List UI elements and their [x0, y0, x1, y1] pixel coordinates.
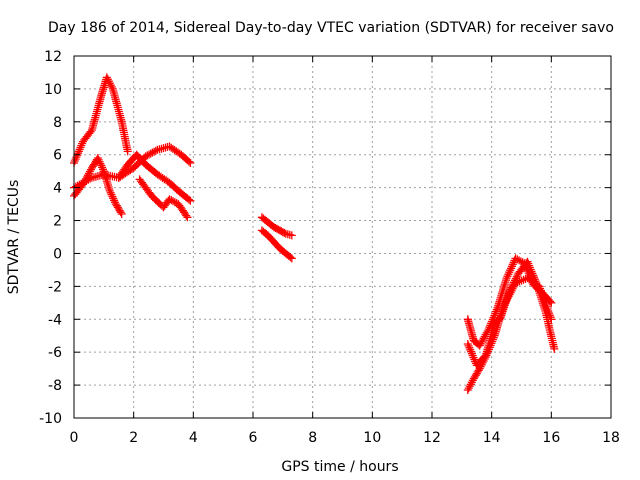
y-tick-label: 2	[53, 214, 62, 230]
y-tick-label: 10	[44, 82, 62, 98]
series-track-mid	[114, 150, 195, 205]
series-track-six-a	[257, 213, 296, 240]
y-tick-label: 6	[53, 148, 62, 164]
axis-ticks: 0 2 4 6 8 10 12 14 16 18 -10 -8 -6 -4 -2 0 2 4 6 8 10 12	[39, 49, 620, 446]
data-point-marks	[135, 175, 192, 222]
y-tick-label: -8	[48, 378, 62, 394]
x-tick-label: 2	[129, 430, 138, 446]
x-tick-label: 14	[483, 430, 501, 446]
chart-title: Day 186 of 2014, Sidereal Day-to-day VTE…	[48, 20, 614, 36]
x-tick-label: 4	[189, 430, 198, 446]
series-track-six-b	[257, 226, 296, 263]
series-track-right-low	[135, 175, 192, 222]
y-tick-label: 8	[53, 115, 62, 131]
y-tick-label: 4	[53, 181, 62, 197]
y-tick-label: 12	[44, 49, 62, 65]
grid-lines	[74, 56, 611, 418]
y-tick-label: -4	[48, 312, 62, 328]
y-tick-label: -6	[48, 345, 62, 361]
data-point-marks	[463, 257, 559, 370]
x-tick-label: 10	[363, 430, 381, 446]
y-tick-label: -2	[48, 279, 62, 295]
x-tick-label: 16	[542, 430, 560, 446]
y-tick-label: 0	[53, 246, 62, 262]
x-tick-label: 12	[423, 430, 441, 446]
series-track-late-c	[463, 257, 559, 370]
data-point-marks	[257, 213, 296, 240]
y-tick-label: -10	[39, 411, 62, 427]
data-point-marks	[257, 226, 296, 263]
plot-area-border	[73, 55, 612, 419]
x-tick-label: 6	[249, 430, 258, 446]
x-tick-label: 0	[70, 430, 79, 446]
x-axis-label: GPS time / hours	[281, 459, 398, 475]
x-tick-label: 8	[308, 430, 317, 446]
x-tick-label: 18	[602, 430, 620, 446]
y-axis-label: SDTVAR / TECUs	[6, 180, 22, 295]
data-point-marks	[114, 150, 195, 205]
